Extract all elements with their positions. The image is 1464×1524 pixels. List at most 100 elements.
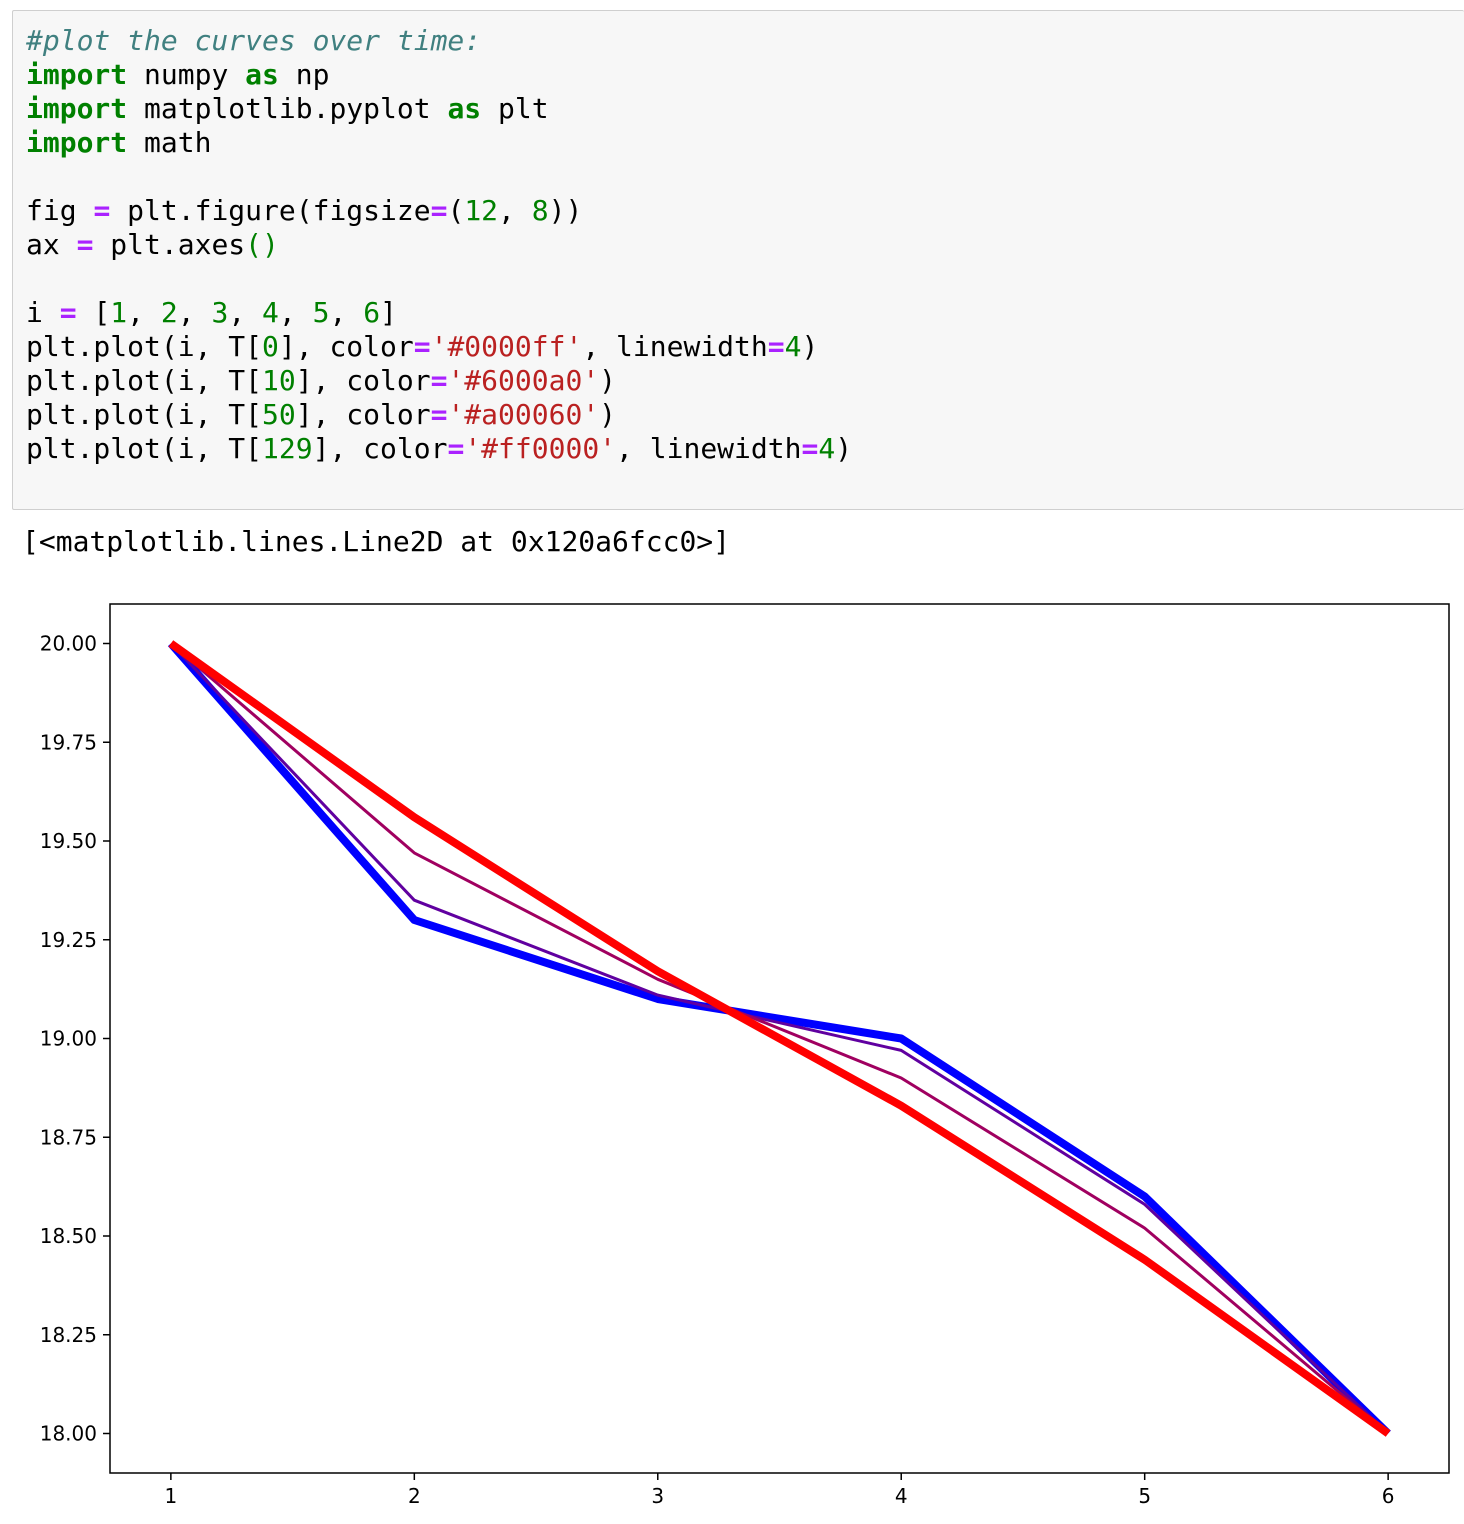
cell-output-text: [<matplotlib.lines.Line2D at 0x120a6fcc0…: [22, 525, 731, 558]
code-line: #plot the curves over time:: [26, 24, 852, 58]
code-token: 50: [262, 398, 296, 431]
code-token: ,: [278, 296, 313, 329]
series-lines: [167, 640, 1391, 1437]
code-token: ,: [127, 296, 161, 329]
series-line-4: [168, 640, 1391, 1437]
code-token: numpy: [127, 58, 246, 91]
code-token: ): [801, 330, 819, 363]
series-line-3: [169, 642, 1390, 1435]
code-token: =: [59, 296, 77, 329]
code-token: plt.plot(i, T[: [26, 432, 263, 465]
code-token: np: [278, 58, 330, 91]
code-token: 1: [110, 296, 128, 329]
code-token: 4: [262, 296, 279, 329]
code-line: [26, 262, 852, 296]
code-token: =: [447, 432, 465, 465]
code-token: 8: [531, 194, 549, 227]
code-token: as: [245, 58, 279, 91]
code-token: =: [413, 330, 431, 363]
code-token: import: [26, 92, 128, 125]
code-token: [: [76, 296, 111, 329]
code-editor[interactable]: #plot the curves over time: import numpy …: [26, 24, 852, 466]
code-token: 2: [160, 296, 178, 329]
code-token: =: [767, 330, 785, 363]
code-line: import matplotlib.pyplot as plt: [26, 92, 852, 126]
code-token: (): [245, 228, 279, 261]
code-token: plt.figure(figsize: [110, 194, 431, 227]
code-token: (: [447, 194, 465, 227]
code-token: '#6000a0': [447, 364, 600, 397]
x-axis: 1 2 3 4 5 6: [164, 1473, 1395, 1508]
code-token: 3: [211, 296, 229, 329]
y-tick-label: 20.00: [40, 632, 97, 656]
code-token: =: [430, 398, 448, 431]
code-token: ], color: [295, 398, 431, 431]
code-token: as: [447, 92, 482, 125]
code-token: math: [127, 126, 212, 159]
code-token: import: [26, 126, 128, 159]
x-tick-label: 6: [1382, 1484, 1395, 1508]
code-token: 10: [262, 364, 296, 397]
code-token: =: [93, 194, 111, 227]
y-tick-label: 19.00: [40, 1027, 97, 1051]
code-token: plt: [481, 92, 549, 125]
x-tick-label: 4: [895, 1484, 908, 1508]
code-token: fig: [26, 194, 94, 227]
code-token: import: [26, 58, 128, 91]
code-line: import math: [26, 126, 852, 160]
code-token: ], color: [278, 330, 414, 363]
x-tick-label: 1: [164, 1484, 177, 1508]
code-token: plt.plot(i, T[: [26, 364, 263, 397]
code-token: )): [548, 194, 583, 227]
code-token: i: [26, 296, 60, 329]
code-token: ,: [498, 194, 532, 227]
code-token: ], color: [295, 364, 431, 397]
code-token: ): [835, 432, 853, 465]
code-token: ,: [228, 296, 263, 329]
code-token: ): [599, 364, 617, 397]
code-line: plt.plot(i, T[129], color='#ff0000', lin…: [26, 432, 852, 466]
code-token: ): [599, 398, 617, 431]
x-tick-label: 2: [408, 1484, 421, 1508]
code-token: ,: [329, 296, 364, 329]
code-token: ]: [380, 296, 397, 329]
code-line: fig = plt.figure(figsize=(12, 8)): [26, 194, 852, 228]
series-line-2: [169, 642, 1390, 1435]
y-axis: 20.00 19.75 19.50 19.25 19.00 18.75 18.50 18.25…: [40, 632, 110, 1446]
code-cell[interactable]: #plot the curves over time: import numpy …: [12, 10, 1464, 510]
y-tick-label: 18.25: [40, 1323, 97, 1347]
code-token: 12: [464, 194, 499, 227]
series-line-1: [167, 640, 1391, 1437]
x-tick-label: 3: [651, 1484, 664, 1508]
code-token: =: [430, 194, 448, 227]
y-tick-label: 19.50: [40, 829, 97, 853]
code-token: 4: [818, 432, 836, 465]
code-token: #plot the curves over time:: [26, 24, 482, 57]
code-line: plt.plot(i, T[0], color='#0000ff', linew…: [26, 330, 852, 364]
code-token: 129: [262, 432, 313, 465]
code-token: plt.axes: [93, 228, 246, 261]
code-token: '#0000ff': [430, 330, 583, 363]
code-token: plt.plot(i, T[: [26, 330, 263, 363]
code-line: plt.plot(i, T[10], color='#6000a0'): [26, 364, 852, 398]
code-line: [26, 160, 852, 194]
code-token: 0: [262, 330, 279, 363]
code-line: ax = plt.axes(): [26, 228, 852, 262]
code-token: '#ff0000': [464, 432, 617, 465]
code-token: ,: [177, 296, 212, 329]
code-token: '#a00060': [447, 398, 600, 431]
code-line: i = [1, 2, 3, 4, 5, 6]: [26, 296, 852, 330]
x-tick-label: 5: [1138, 1484, 1151, 1508]
code-token: 6: [363, 296, 381, 329]
code-token: ax: [26, 228, 77, 261]
code-line: import numpy as np: [26, 58, 852, 92]
code-token: 4: [784, 330, 802, 363]
code-token: =: [76, 228, 94, 261]
y-tick-label: 18.75: [40, 1125, 97, 1149]
code-token: , linewidth: [582, 330, 768, 363]
y-tick-label: 18.50: [40, 1224, 97, 1248]
y-tick-label: 19.25: [40, 928, 97, 952]
y-tick-label: 19.75: [40, 730, 97, 754]
code-token: ], color: [312, 432, 448, 465]
y-tick-label: 18.00: [40, 1422, 97, 1446]
